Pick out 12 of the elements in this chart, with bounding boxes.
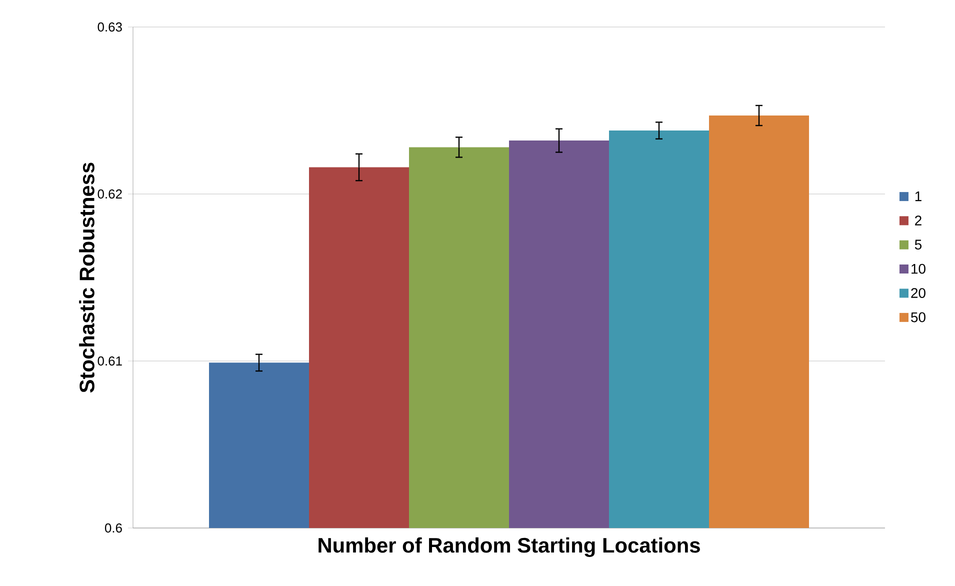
y-tick-label: 0.63 [98, 22, 122, 32]
y-tick-label: 0.6 [104, 523, 122, 533]
legend-label: 1 [915, 192, 922, 202]
legend-label: 50 [911, 312, 926, 322]
x-axis-title: Number of Random Starting Locations [318, 537, 700, 557]
legend-label: 5 [914, 240, 922, 250]
legend-label: 2 [915, 216, 922, 226]
y-axis-title: Stochastic Robustness [79, 162, 94, 393]
legend-label: 20 [911, 288, 926, 298]
legend-label: 10 [912, 264, 926, 274]
y-tick-label: 0.61 [98, 356, 122, 366]
y-tick-label: 0.62 [98, 189, 122, 199]
